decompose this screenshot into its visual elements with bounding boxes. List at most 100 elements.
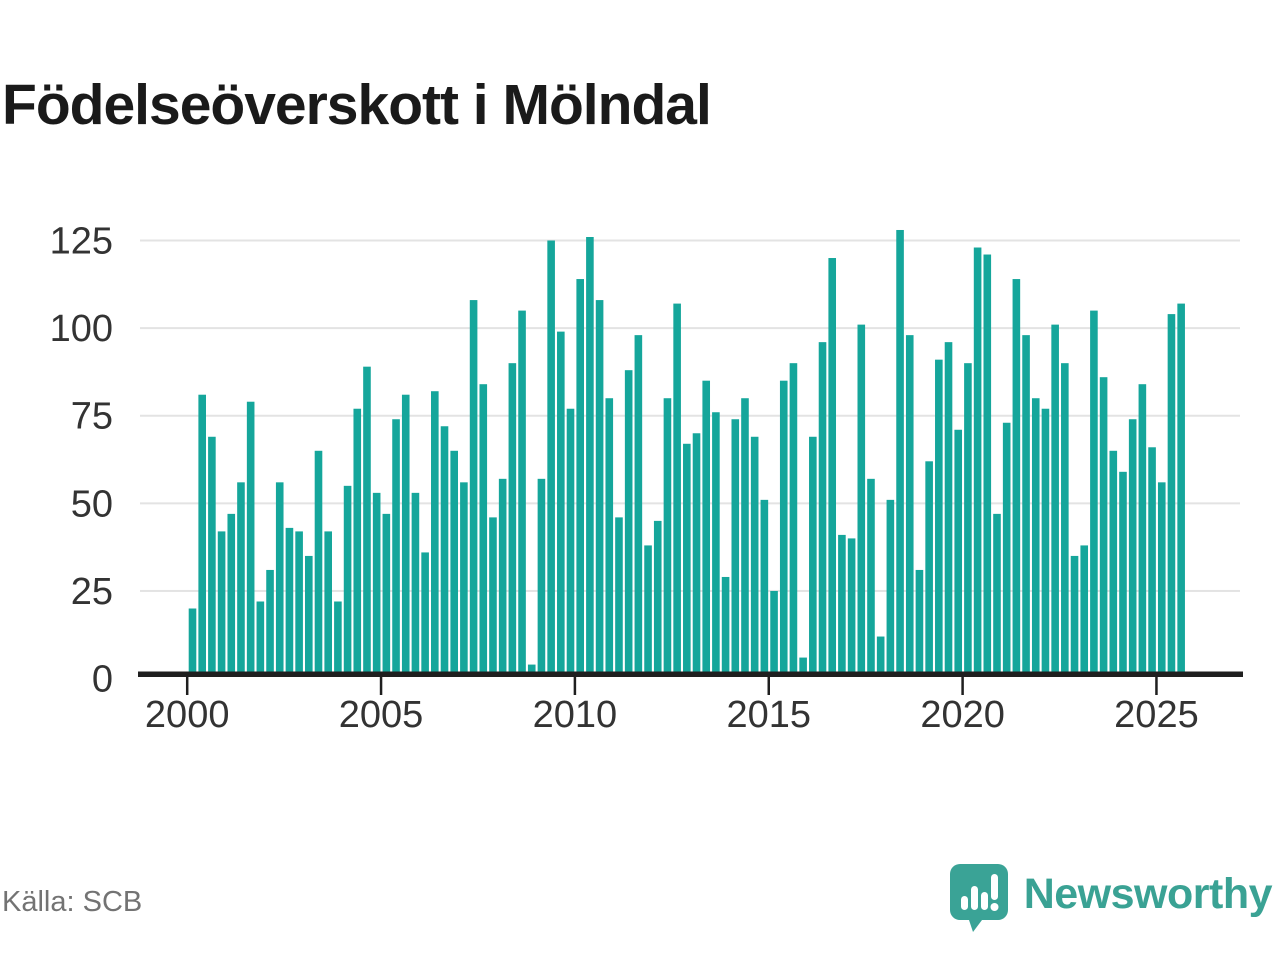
x-axis-tick — [379, 677, 383, 695]
x-axis-tick — [767, 677, 770, 695]
bar — [692, 433, 701, 677]
bar — [508, 363, 517, 677]
bar — [237, 482, 245, 677]
bar — [1041, 408, 1050, 677]
bar — [460, 482, 468, 677]
bar — [295, 531, 303, 677]
exclamation-bar — [990, 874, 998, 900]
bar — [1051, 324, 1059, 677]
bar — [750, 436, 759, 677]
y-axis-tick-label: 100 — [50, 308, 113, 350]
bar — [644, 545, 652, 677]
bar — [1128, 419, 1137, 677]
bar — [624, 370, 633, 677]
bar — [944, 342, 953, 677]
bar — [712, 412, 720, 677]
x-axis-tick-label: 2020 — [920, 694, 1005, 736]
bar — [1099, 377, 1108, 677]
bar — [1119, 471, 1127, 677]
bar — [586, 237, 594, 677]
chart-canvas: 0 25 50 75 100 125 2000 2005 2010 2015 2020 2025 — [50, 221, 1243, 736]
bar — [828, 258, 837, 677]
bar — [1080, 545, 1089, 677]
x-axis-tick — [185, 677, 189, 695]
bar — [935, 359, 943, 677]
bar — [1138, 384, 1147, 677]
bar — [266, 569, 274, 677]
speech-bubble-shape — [949, 864, 1008, 932]
bar — [818, 342, 827, 677]
bar — [479, 384, 488, 677]
bar — [1002, 422, 1011, 677]
bar — [615, 517, 623, 677]
x-axis-tick — [573, 677, 577, 695]
y-axis-tick-label: 75 — [71, 396, 113, 438]
bar — [305, 555, 313, 677]
bar — [227, 513, 236, 677]
x-axis-tick-label: 2025 — [1114, 694, 1199, 736]
bar — [1070, 555, 1079, 677]
bar — [518, 310, 526, 677]
bar — [731, 419, 740, 677]
bar — [440, 426, 449, 677]
bar — [876, 636, 885, 677]
bar — [343, 485, 352, 677]
bar-chart: 0 25 50 75 100 125 2000 2005 2010 2015 2020 2025 — [50, 221, 1243, 736]
bar — [498, 478, 507, 677]
bar — [372, 492, 381, 677]
page-title: Födelseöverskott i Mölndal — [2, 73, 712, 138]
bar — [973, 247, 982, 677]
bar — [964, 363, 972, 677]
bar — [1022, 335, 1030, 677]
x-axis-tick — [1155, 677, 1158, 695]
mini-bar-chart-glyph — [960, 874, 999, 911]
bar — [886, 499, 895, 677]
bar — [1061, 363, 1069, 677]
bar — [285, 527, 294, 677]
bar — [324, 531, 332, 677]
bar — [905, 335, 914, 677]
bar — [527, 664, 536, 677]
bar — [721, 576, 730, 677]
bar — [1177, 303, 1185, 677]
bar — [334, 601, 342, 677]
bar — [576, 279, 584, 677]
bar — [421, 552, 429, 677]
x-axis-tick-label: 2015 — [726, 694, 811, 736]
bar — [1167, 314, 1176, 677]
x-axis-tick-label: 2010 — [533, 694, 618, 736]
source-note: Källa: SCB — [2, 886, 143, 918]
bar — [1157, 482, 1166, 677]
bar — [799, 657, 807, 677]
brand-footer: Newsworthy — [948, 856, 1273, 932]
y-axis-tick-label: 0 — [92, 659, 113, 701]
bar — [896, 229, 904, 678]
bar — [1090, 310, 1098, 677]
bar — [857, 324, 866, 677]
bar — [198, 394, 206, 677]
bar — [683, 443, 691, 677]
bar — [547, 240, 555, 677]
bar — [314, 450, 323, 677]
bar — [925, 461, 933, 677]
bar — [1031, 398, 1040, 677]
bar — [789, 363, 798, 677]
x-axis-tick-label: 2000 — [145, 694, 230, 736]
x-axis-tick-label: 2005 — [339, 694, 424, 736]
bar — [673, 303, 681, 677]
bar — [431, 391, 439, 677]
bar — [983, 254, 992, 677]
bar — [208, 436, 216, 677]
bar — [770, 590, 778, 677]
bar — [760, 499, 769, 677]
y-axis-tick-label: 25 — [71, 571, 113, 613]
bar — [605, 398, 614, 677]
gridline — [140, 239, 1240, 242]
x-axis-line — [138, 671, 1243, 677]
bar — [275, 482, 284, 677]
bar — [1109, 450, 1118, 677]
bar — [353, 408, 362, 677]
bar — [382, 513, 391, 677]
brand-wordmark: Newsworthy — [1023, 869, 1273, 918]
bar — [246, 401, 255, 677]
